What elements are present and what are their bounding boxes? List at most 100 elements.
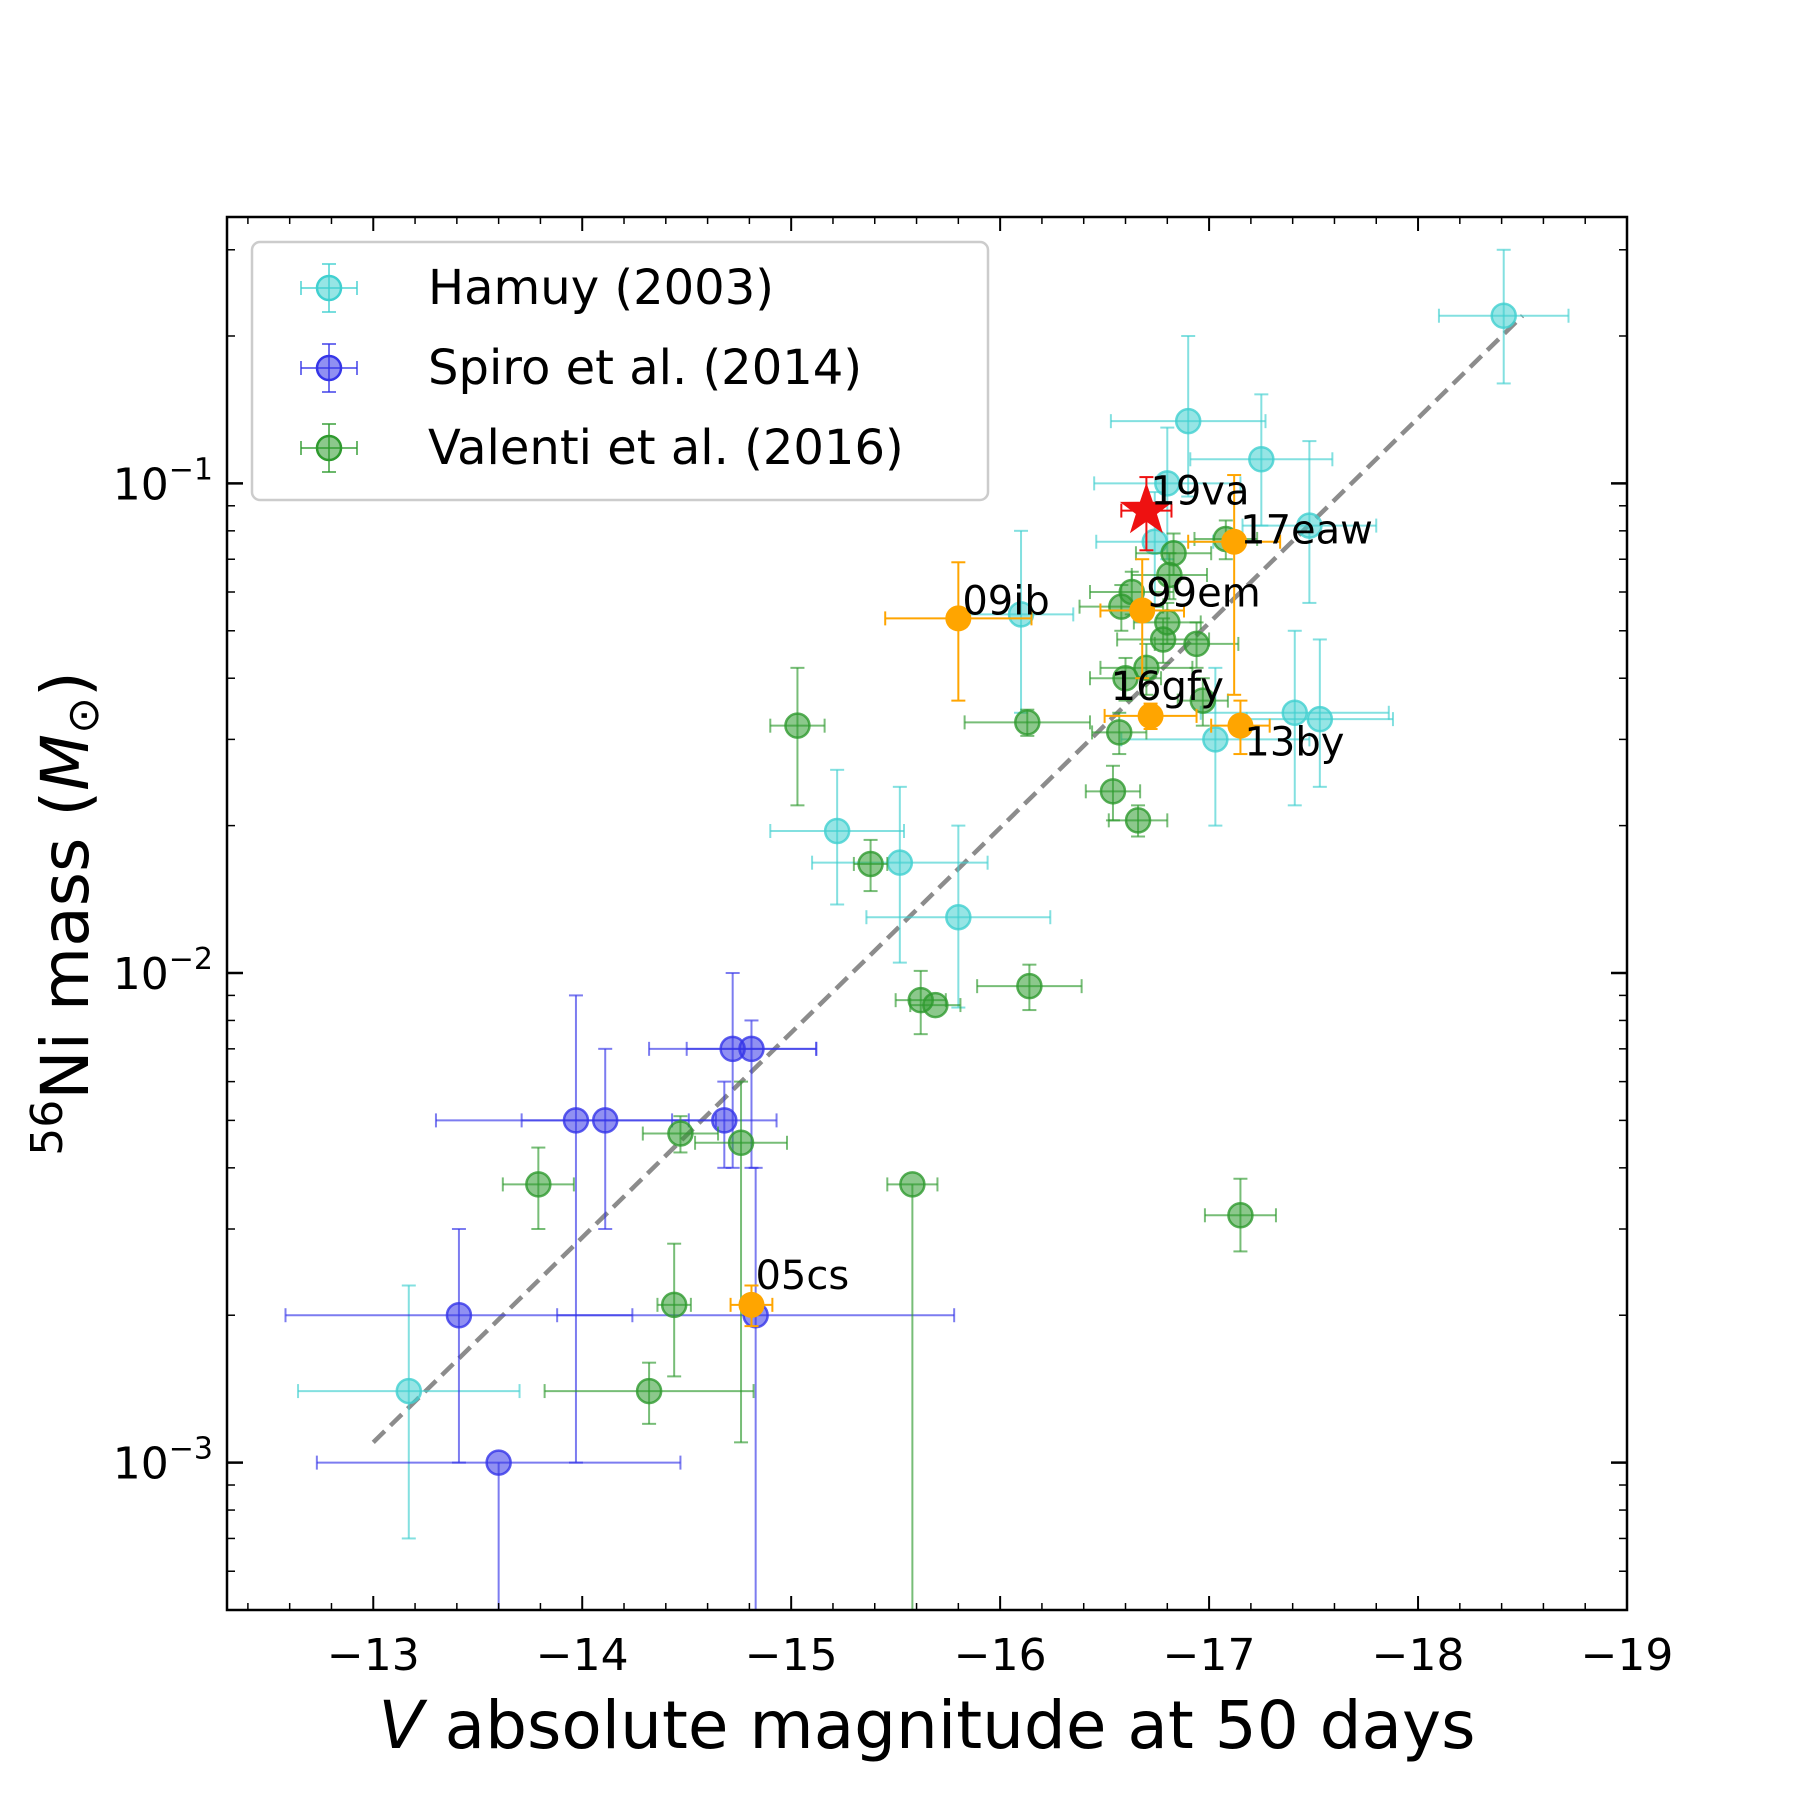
series-spiro xyxy=(284,971,956,1610)
marker-valenti xyxy=(1160,539,1187,567)
x-tick-label: −17 xyxy=(1163,1630,1256,1681)
highlighted-point xyxy=(1099,558,1186,680)
marker-valenti xyxy=(1227,1202,1254,1229)
x-tick-label: −14 xyxy=(536,1630,629,1681)
data-point-hamuy xyxy=(1437,248,1570,385)
y-tick-label: 10−1 xyxy=(113,452,213,510)
marker-valenti xyxy=(525,1171,552,1198)
data-point-valenti xyxy=(1088,656,1163,702)
data-point-valenti xyxy=(1203,1177,1277,1253)
legend: Hamuy (2003) Spiro et al. (2014) Valenti e… xyxy=(250,240,990,502)
star-marker xyxy=(1119,482,1173,534)
legend-entry: Spiro et al. (2014) xyxy=(300,340,862,396)
y-axis-label: 56Ni mass (M⊙) xyxy=(22,671,109,1156)
data-point-valenti xyxy=(501,1146,575,1231)
marker-valenti xyxy=(1133,654,1160,682)
highlighted-point xyxy=(1103,702,1198,731)
x-tick-label: −19 xyxy=(1581,1630,1674,1681)
y-tick-label: 10−3 xyxy=(113,1432,213,1490)
marker-hamuy xyxy=(886,849,914,876)
marker-valenti xyxy=(922,991,949,1019)
y-axis-label-superscript: 56 xyxy=(22,1100,73,1156)
data-point-hamuy xyxy=(297,1284,521,1540)
highlighted-point xyxy=(1187,474,1282,696)
marker-spiro xyxy=(485,1449,512,1476)
data-point-valenti xyxy=(694,1080,788,1444)
data-point-hamuy xyxy=(967,529,1075,714)
data-point-valenti xyxy=(769,666,826,807)
data-point-hamuy xyxy=(1241,440,1378,604)
data-point-valenti xyxy=(1134,532,1213,576)
legend-label: Hamuy (2003) xyxy=(428,260,774,316)
data-point-hamuy xyxy=(811,785,989,964)
x-tick-label: −15 xyxy=(745,1630,838,1681)
data-point-hamuy xyxy=(1245,638,1394,788)
data-point-valenti xyxy=(641,1115,720,1154)
highlighted-marker xyxy=(945,605,972,632)
fit-line xyxy=(371,314,1525,1444)
series-valenti xyxy=(501,519,1277,1610)
x-axis-label-italic: V xyxy=(379,1687,428,1764)
data-point-hamuy xyxy=(769,768,906,906)
x-tick-label: −18 xyxy=(1372,1630,1465,1681)
legend-entry: Hamuy (2003) xyxy=(300,260,774,316)
data-point-valenti xyxy=(1084,764,1142,822)
highlighted-marker xyxy=(1227,712,1254,739)
marker-valenti xyxy=(1099,778,1127,805)
point-label-layer: 05cs 09ib 99em 16gfy 17eaw 13by 19va xyxy=(755,469,1372,1299)
y-axis-label-text: Ni mass ( xyxy=(27,791,104,1100)
data-point-spiro xyxy=(556,1166,956,1610)
highlighted-marker xyxy=(738,1291,765,1318)
y-axis-label-sun: ⊙ xyxy=(58,697,109,734)
marker-valenti xyxy=(727,1129,755,1157)
highlighted-marker xyxy=(1221,528,1248,555)
data-point-valenti xyxy=(1153,621,1240,669)
highlighted-marker xyxy=(1137,702,1164,729)
marker-valenti xyxy=(1105,719,1133,746)
data-point-valenti xyxy=(963,708,1091,737)
point-label: 13by xyxy=(1244,720,1344,766)
y-axis-label-m: M xyxy=(27,734,104,791)
data-point-hamuy xyxy=(1120,666,1311,827)
data-point-hamuy xyxy=(1093,426,1242,561)
data-point-hamuy xyxy=(1199,629,1390,807)
y-tick-label: 10−2 xyxy=(113,942,213,1000)
data-point-hamuy xyxy=(865,824,1052,1009)
axis-layer: −13 −14 −15 −16 −17 −18 −19 10−3 10−2 10−1 xyxy=(113,217,1674,1681)
marker-spiro xyxy=(711,1107,738,1134)
fit-line-layer xyxy=(371,314,1525,1444)
data-point-valenti xyxy=(1091,711,1148,756)
x-tick-label: −16 xyxy=(954,1630,1047,1681)
marker-valenti xyxy=(899,1171,926,1198)
marker-valenti xyxy=(667,1120,694,1147)
highlighted-marker xyxy=(1129,597,1156,624)
highlighted-point xyxy=(1210,699,1271,756)
point-label: 09ib xyxy=(962,578,1049,624)
data-layer xyxy=(284,248,1570,1610)
marker-valenti xyxy=(1189,687,1217,714)
data-point-spiro xyxy=(671,1080,778,1169)
legend-marker xyxy=(315,274,343,302)
data-point-spiro xyxy=(284,1228,634,1464)
y-axis-label-close: ) xyxy=(27,671,104,697)
marker-hamuy xyxy=(1202,726,1229,753)
data-point-spiro xyxy=(520,1047,690,1231)
legend-label: Spiro et al. (2014) xyxy=(428,340,862,396)
marker-hamuy xyxy=(1490,302,1517,329)
data-point-spiro xyxy=(434,994,717,1464)
marker-hamuy xyxy=(1007,601,1035,628)
data-point-spiro xyxy=(315,1449,682,1610)
plot-area-frame xyxy=(225,215,1629,1612)
marker-valenti xyxy=(1183,630,1210,658)
marker-valenti xyxy=(1016,972,1043,1000)
marker-valenti xyxy=(660,1291,688,1319)
data-point-valenti xyxy=(656,1242,692,1378)
legend-label: Valenti et al. (2016) xyxy=(428,420,904,476)
x-axis-label: V absolute magnitude at 50 days xyxy=(379,1687,1476,1764)
legend-marker xyxy=(315,434,343,462)
data-point-valenti xyxy=(976,963,1083,1012)
marker-hamuy xyxy=(1306,705,1334,733)
data-point-valenti xyxy=(909,991,962,1019)
star-label: 19va xyxy=(1150,469,1249,515)
